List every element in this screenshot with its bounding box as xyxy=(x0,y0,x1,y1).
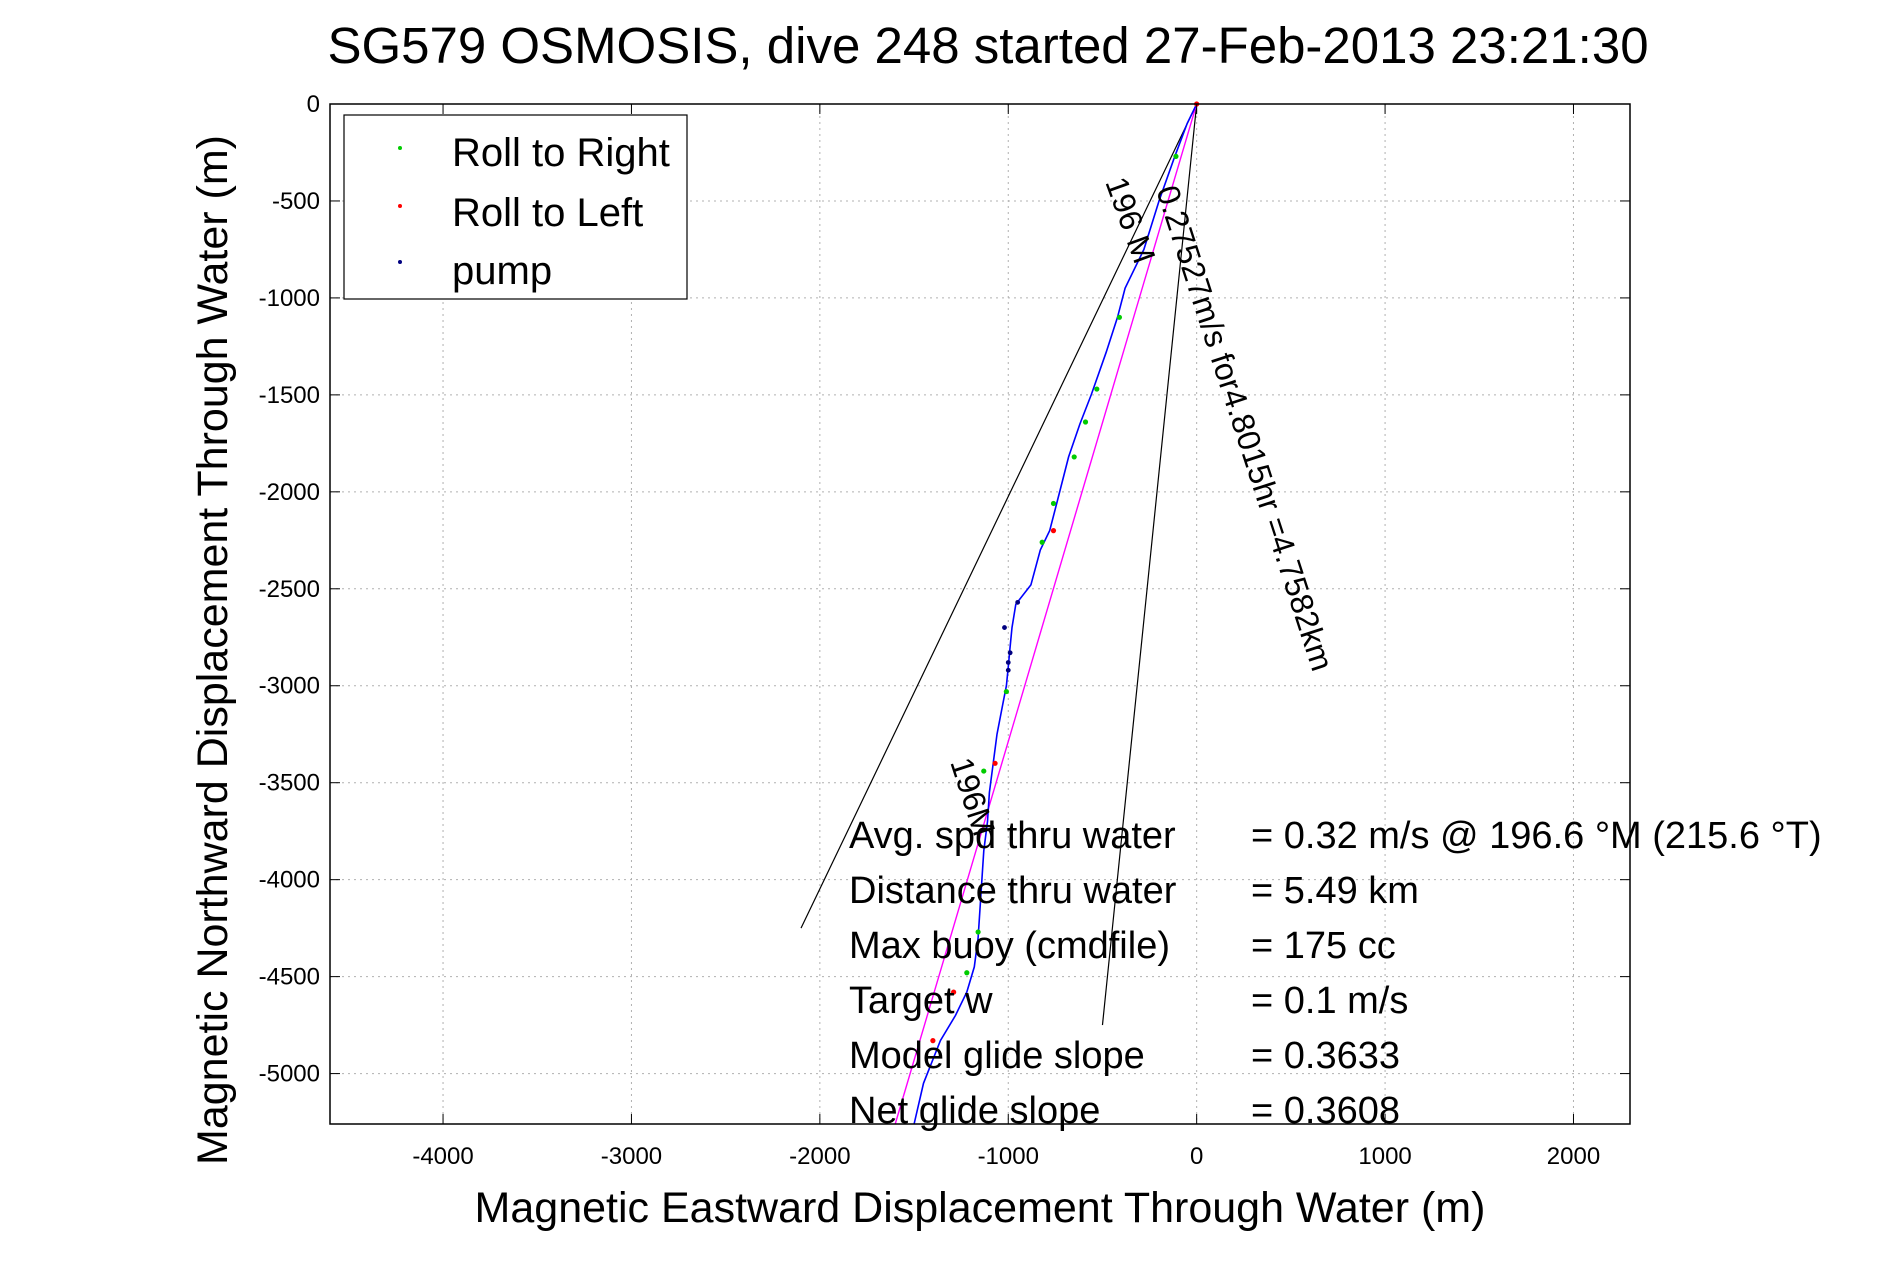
plot-frame xyxy=(329,103,1631,1125)
roll-right-point xyxy=(1039,539,1045,545)
track-line xyxy=(913,103,1198,1125)
stats-table: Avg. spd thru water = 0.32 m/s @ 196.6 °… xyxy=(849,815,1822,1132)
legend-marker-roll-right xyxy=(398,146,402,150)
x-tick-label: -4000 xyxy=(412,1143,473,1170)
legend-label-pump: pump xyxy=(452,249,552,293)
pump-point xyxy=(1005,667,1011,673)
stat-value-model-glide: = 0.3633 xyxy=(1251,1035,1400,1077)
roll-left-point xyxy=(930,1038,936,1044)
pump-point xyxy=(1007,650,1013,656)
y-tick-label: -3000 xyxy=(259,673,320,700)
x-tick-label: -2000 xyxy=(789,1143,850,1170)
legend-marker-pump xyxy=(398,260,402,264)
roll-right-point xyxy=(1003,688,1009,695)
legend-label-roll-right: Roll to Right xyxy=(452,131,670,175)
x-tick-label: -3000 xyxy=(601,1143,662,1170)
stat-label-model-glide: Model glide slope xyxy=(849,1035,1145,1077)
roll-right-point xyxy=(981,768,987,774)
stat-label-avg-speed: Avg. spd thru water xyxy=(849,815,1176,857)
x-axis-ticks: -4000 -3000 -2000 -1000 0 1000 2000 xyxy=(412,104,1600,1170)
roll-right-point xyxy=(975,929,981,935)
x-tick-label: 1000 xyxy=(1358,1143,1411,1170)
y-tick-label: -4500 xyxy=(259,964,320,991)
x-tick-label: 0 xyxy=(1190,1143,1203,1170)
stat-value-target-w: = 0.1 m/s xyxy=(1251,980,1408,1022)
roll-right-point xyxy=(1071,454,1077,460)
heading-line xyxy=(894,103,1198,1125)
stat-value-net-glide: = 0.3608 xyxy=(1251,1090,1400,1132)
stat-value-avg-speed: = 0.32 m/s @ 196.6 °M (215.6 °T) xyxy=(1251,815,1822,857)
stat-value-distance: = 5.49 km xyxy=(1251,870,1419,912)
legend-label-roll-left: Roll to Left xyxy=(452,191,643,235)
y-tick-label: 0 xyxy=(307,91,320,118)
cone-line xyxy=(1101,103,1198,1026)
pump-point xyxy=(1015,599,1021,605)
roll-right-point xyxy=(1094,386,1100,392)
chart-title: SG579 OSMOSIS, dive 248 started 27-Feb-2… xyxy=(327,17,1648,74)
pump-point xyxy=(1002,625,1007,630)
y-tick-label: -1500 xyxy=(259,382,320,409)
roll-left-point xyxy=(992,760,998,766)
y-axis-ticks: 0 -500 -1000 -1500 -2000 -2500 -3000 -3500 -4000… xyxy=(259,91,1630,1088)
cone-line xyxy=(800,103,1198,929)
y-tick-label: -5000 xyxy=(259,1061,320,1088)
roll-right-point xyxy=(1116,314,1123,320)
legend-marker-roll-left xyxy=(398,204,402,208)
roll-right-point xyxy=(1082,419,1089,425)
y-tick-label: -4000 xyxy=(259,867,320,894)
y-tick-label: -1000 xyxy=(259,285,320,312)
roll-right-point xyxy=(964,970,970,976)
x-tick-label: -1000 xyxy=(978,1143,1039,1170)
guide-lines xyxy=(800,103,1198,1125)
roll-right-point xyxy=(1050,500,1057,507)
stat-label-net-glide: Net glide slope xyxy=(849,1090,1100,1132)
stat-value-max-buoy: = 175 cc xyxy=(1251,925,1396,967)
y-tick-label: -3500 xyxy=(259,770,320,797)
x-tick-label: 2000 xyxy=(1547,1143,1600,1170)
y-tick-label: -500 xyxy=(272,188,320,215)
pump-point xyxy=(1005,660,1011,665)
y-tick-label: -2500 xyxy=(259,576,320,603)
y-axis-label: Magnetic Northward Displacement Through … xyxy=(189,135,237,1165)
stat-label-target-w: Target w xyxy=(849,980,993,1022)
x-axis-label: Magnetic Eastward Displacement Through W… xyxy=(475,1184,1486,1232)
roll-left-point xyxy=(951,989,957,995)
dive-track xyxy=(913,103,1198,1125)
roll-left-point xyxy=(1050,528,1057,534)
stat-label-distance: Distance thru water xyxy=(849,870,1177,912)
y-tick-label: -2000 xyxy=(259,479,320,506)
roll-and-pump-points xyxy=(930,101,1200,1044)
stat-label-max-buoy: Max buoy (cmdfile) xyxy=(849,925,1170,967)
roll-right-point xyxy=(1173,153,1179,159)
legend: Roll to Right Roll to Left pump xyxy=(343,114,688,300)
